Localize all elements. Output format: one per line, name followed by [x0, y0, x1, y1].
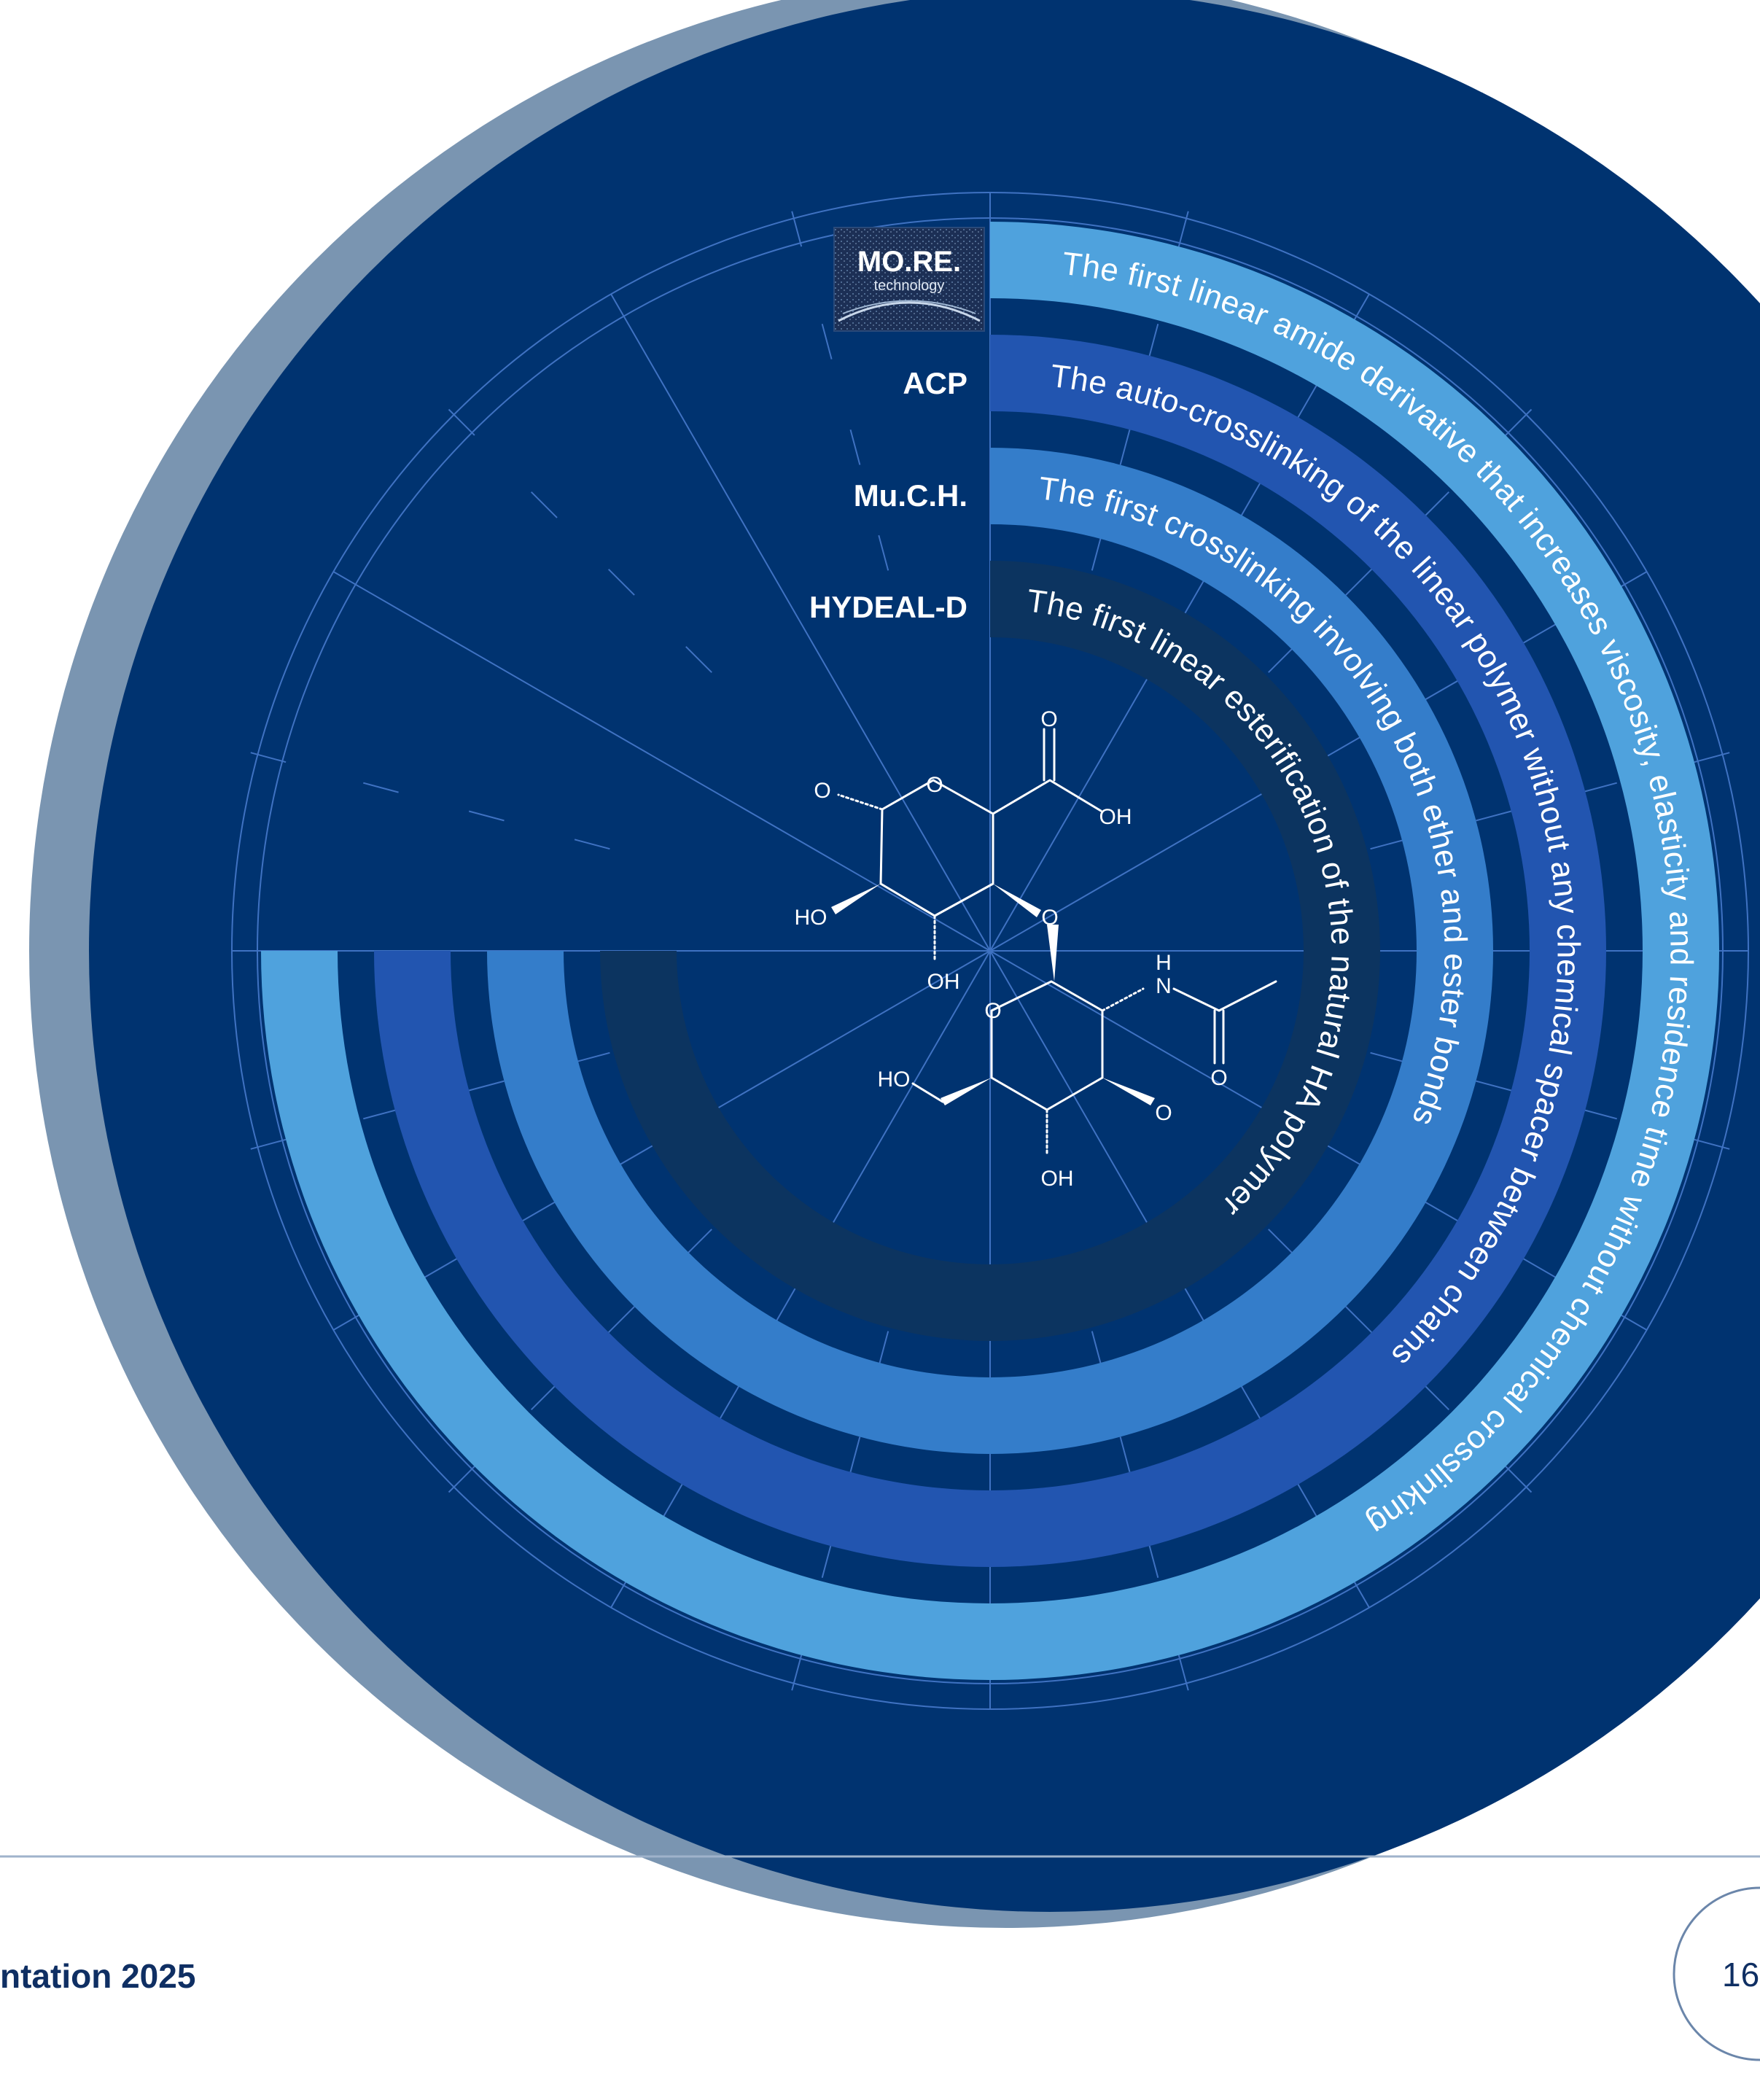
wedge-o-link	[993, 884, 1041, 917]
radial-grid	[231, 192, 1749, 1710]
grid-tick-ring-1	[1505, 1466, 1533, 1493]
more-technology-logo: MO.RE. technology	[833, 227, 985, 332]
atom-o-left: O	[814, 779, 830, 803]
grid-tick-ring-2	[821, 1542, 833, 1578]
atom-o-link: O	[1041, 906, 1058, 930]
grid-tick-ring-1	[448, 1466, 475, 1493]
grid-tick-ring-4	[1370, 1051, 1406, 1063]
grid-tick-ring-2	[363, 782, 399, 793]
grid-tick-ring-1	[791, 211, 803, 247]
amide-carbonyl	[1213, 1009, 1225, 1065]
technology-labels: MO.RE. technology ACP Mu.C.H. HYDEAL-D	[809, 227, 985, 624]
atom-o-right2: O	[1155, 1101, 1172, 1125]
atom-o-ring2: O	[984, 999, 1001, 1023]
grid-tick-ring-4	[1091, 1331, 1102, 1367]
grid-tick-ring-2	[1422, 491, 1450, 518]
grid-tick-ring-1	[448, 408, 475, 436]
footer-presentation-title: ntation 2025	[0, 1957, 195, 1995]
carboxyl-bonds	[992, 779, 1102, 815]
grid-tick-ring-4	[1268, 646, 1295, 673]
grid-tick-ring-3	[468, 810, 505, 822]
grid-tick-ring-2	[1148, 324, 1159, 359]
grid-tick-ring-4	[685, 646, 712, 673]
grid-tick-ring-1	[1505, 408, 1533, 436]
hyaluronic-acid-structure	[831, 728, 1277, 1156]
grid-tick-ring-4	[1370, 839, 1406, 850]
atom-n-amide: N	[1156, 974, 1172, 998]
grid-tick-ring-1	[1177, 1654, 1189, 1691]
grid-tick-ring-3	[1476, 1080, 1512, 1092]
grid-tick-ring-1	[791, 1654, 803, 1691]
grid-tick-ring-3	[1476, 810, 1512, 822]
atom-h-amide: H	[1156, 951, 1172, 975]
logo-subtitle: technology	[874, 278, 945, 294]
grid-tick-ring-3	[468, 1080, 505, 1092]
grid-tick-ring-4	[574, 1051, 610, 1063]
atom-o-top: O	[1040, 707, 1057, 731]
grid-tick-ring-4	[685, 1229, 712, 1256]
grid-tick-ring-1	[1694, 752, 1730, 763]
grid-tick-ring-2	[530, 491, 558, 518]
label-hydeal-d: HYDEAL-D	[809, 590, 967, 624]
grid-tick-ring-4	[878, 534, 889, 571]
atom-oh-bottom2: OH	[1041, 1167, 1074, 1191]
page-number: 16	[1722, 1956, 1759, 1994]
wedge-link-ring2	[1047, 925, 1059, 981]
grid-tick-ring-2	[363, 1108, 399, 1120]
grid-tick-ring-3	[1119, 429, 1131, 465]
page-number-circle	[1673, 1886, 1760, 2061]
grid-tick-ring-3	[607, 568, 635, 596]
grid-tick-ring-3	[849, 1436, 861, 1473]
grid-tick-ring-2	[530, 1383, 558, 1411]
ch2oh-bond	[911, 1082, 944, 1103]
atom-ho-left: HO	[795, 906, 828, 930]
hashed-bond-amide	[1101, 987, 1145, 1012]
grid-tick-ring-1	[1694, 1138, 1730, 1150]
label-much: Mu.C.H.	[854, 478, 967, 513]
grid-tick-ring-3	[1119, 1436, 1131, 1473]
atom-oh-bottom1: OH	[927, 970, 960, 994]
grid-tick-ring-4	[1268, 1229, 1295, 1256]
wedge-ch2oh	[941, 1078, 992, 1105]
grid-tick-ring-1	[250, 752, 287, 763]
amide-chain	[1172, 980, 1277, 1012]
carbonyl-double-bond	[1043, 728, 1056, 782]
grid-tick-ring-3	[1345, 1306, 1373, 1334]
grid-tick-ring-3	[1345, 568, 1373, 596]
grid-spoke	[610, 293, 991, 952]
hashed-bond-left	[837, 793, 884, 811]
atom-o-ring1: O	[926, 773, 943, 797]
logo-title: MO.RE.	[857, 246, 961, 278]
atom-ho-ring2: HO	[878, 1068, 911, 1092]
grid-tick-ring-4	[878, 1331, 889, 1367]
grid-tick-ring-2	[1581, 782, 1617, 793]
label-acp: ACP	[903, 366, 967, 400]
grid-tick-ring-1	[1177, 211, 1189, 247]
grid-tick-ring-3	[849, 429, 861, 465]
grid-tick-ring-3	[607, 1306, 635, 1334]
molecule-atom-labels: O OH O O HO OH O H N O O HO O OH	[795, 707, 1228, 1191]
wedge-o-right2	[1102, 1078, 1155, 1105]
grid-tick-ring-2	[821, 324, 833, 359]
atom-oh-right: OH	[1099, 805, 1132, 829]
grid-tick-ring-4	[574, 839, 610, 850]
atom-o-amide: O	[1210, 1066, 1227, 1090]
grid-tick-ring-4	[1091, 534, 1102, 571]
grid-tick-ring-2	[1148, 1542, 1159, 1578]
grid-spoke	[332, 571, 991, 952]
grid-tick-ring-2	[1581, 1108, 1617, 1120]
grid-tick-ring-1	[250, 1138, 287, 1150]
wedge-ho-left	[831, 884, 881, 914]
grid-tick-ring-2	[1422, 1383, 1450, 1411]
